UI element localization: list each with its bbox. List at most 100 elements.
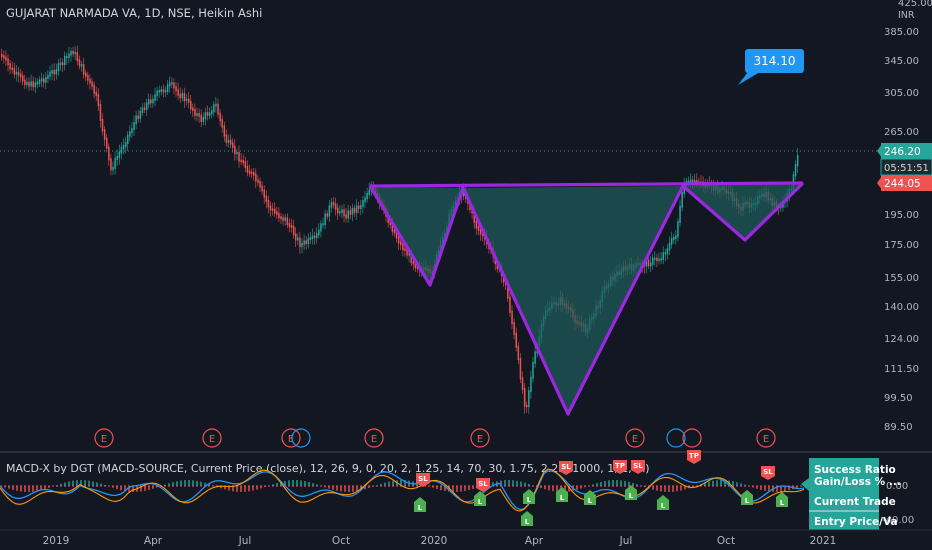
price-tick: 124.00 (884, 334, 919, 345)
stats-entry-price: Entry Price/Va (814, 516, 898, 528)
pattern-right-shoulder-fill (683, 183, 803, 240)
svg-text:L: L (478, 498, 483, 506)
head-and-shoulders-pattern[interactable] (368, 181, 805, 416)
time-tick: 2019 (43, 535, 70, 547)
svg-text:SL: SL (478, 480, 488, 488)
trade-signals: L SL L SL L L SL L TP SL L L TP L SL L L (414, 450, 788, 526)
earnings-marker (625, 428, 645, 448)
stats-success-ratio: Success Ratio (814, 464, 896, 476)
stats-gain-loss: Gain/Loss % ... (814, 476, 901, 488)
earnings-marker (281, 428, 301, 448)
svg-text:TP: TP (689, 452, 699, 460)
time-tick: 2020 (421, 535, 448, 547)
long-signal: L (625, 485, 637, 500)
pattern-neckline (369, 181, 804, 188)
svg-text:L: L (745, 497, 750, 505)
level-badge: 244.05 (877, 175, 932, 191)
svg-text:TP: TP (615, 462, 625, 470)
earnings-label: E (288, 434, 294, 445)
pattern-head-fill (463, 186, 683, 414)
svg-text:L: L (418, 504, 423, 512)
indicator-tick-neg40: -40.00 (882, 515, 914, 526)
countdown-badge: 05:51:51 (880, 158, 932, 176)
earnings-marker (364, 428, 384, 448)
price-tick: 111.50 (884, 364, 919, 375)
pattern-outline (368, 181, 805, 416)
svg-text:L: L (560, 494, 565, 502)
time-tick: Oct (717, 535, 735, 547)
svg-text:SL: SL (418, 475, 428, 483)
long-signal: L (584, 490, 596, 505)
svg-text:L: L (629, 492, 634, 500)
earnings-marker (470, 428, 490, 448)
stop-loss-signal: SL (476, 478, 490, 492)
time-axis[interactable]: 2019 Apr Jul Oct 2020 Apr Jul Oct 2021 (43, 535, 837, 547)
take-profit-signal: TP (687, 450, 701, 464)
indicator-title: MACD-X by DGT (MACD-SOURCE, Current Pric… (6, 462, 650, 475)
price-tick: 99.50 (884, 393, 913, 404)
svg-text:L: L (527, 496, 532, 504)
target-callout[interactable]: 314.10 (738, 49, 804, 85)
svg-text:SL: SL (763, 468, 773, 476)
macd-layer (0, 468, 806, 512)
price-tick: 89.50 (884, 422, 913, 433)
current-price-value: 246.20 (884, 146, 921, 158)
chart-title: GUJARAT NARMADA VA, 1D, NSE, Heikin Ashi (6, 6, 262, 20)
time-tick: Apr (525, 535, 544, 547)
indicator-tick-zero: 0.00 (886, 481, 908, 492)
price-tick-top: 425.00 (898, 0, 932, 9)
svg-text:SL: SL (561, 463, 571, 471)
price-tick: 305.00 (884, 88, 919, 99)
time-tick: Apr (144, 535, 163, 547)
stop-loss-signal: SL (559, 461, 573, 475)
long-signal: L (657, 495, 669, 510)
current-price-badge: 246.20 (877, 143, 932, 159)
stats-panel: Success Ratio Gain/Loss % ... Current Tr… (801, 458, 901, 530)
time-tick: 2021 (810, 535, 837, 547)
earnings-marker (756, 428, 776, 448)
stop-loss-signal: SL (416, 473, 430, 487)
earnings-label: E (209, 434, 215, 445)
stop-loss-signal: SL (631, 460, 645, 474)
time-tick: Oct (332, 535, 350, 547)
price-tick: 385.00 (884, 27, 919, 38)
long-signal: L (523, 489, 535, 504)
earnings-marker (682, 428, 702, 448)
time-tick: Jul (619, 535, 633, 547)
price-tick: 155.00 (884, 273, 919, 284)
dividend-marker (291, 428, 311, 448)
earnings-label: E (371, 434, 377, 445)
earnings-label: E (763, 434, 769, 445)
earnings-marker (202, 428, 222, 448)
long-signal: L (741, 490, 753, 505)
target-price-label: 314.10 (754, 54, 796, 68)
dividend-marker (666, 428, 686, 448)
price-tick: 195.00 (884, 210, 919, 221)
long-signal: L (474, 491, 486, 506)
currency-label: INR (898, 10, 915, 21)
long-signal: L (521, 511, 533, 526)
svg-text:L: L (588, 497, 593, 505)
earnings-label: E (477, 434, 483, 445)
price-axis[interactable]: 385.00 345.00 305.00 265.00 195.00 175.00 155.… (884, 27, 919, 433)
price-tick: 345.00 (884, 56, 919, 67)
level-value: 244.05 (884, 178, 921, 190)
take-profit-signal: TP (613, 460, 627, 474)
earnings-marker (94, 428, 114, 448)
price-tick: 265.00 (884, 127, 919, 138)
countdown-value: 05:51:51 (884, 163, 929, 174)
svg-text:L: L (661, 502, 666, 510)
svg-text:SL: SL (633, 462, 643, 470)
stats-current-trade: Current Trade (814, 496, 896, 508)
stop-loss-signal: SL (761, 466, 775, 480)
price-tick: 140.00 (884, 302, 919, 313)
long-signal: L (414, 497, 426, 512)
svg-text:L: L (525, 518, 530, 526)
price-tick: 175.00 (884, 240, 919, 251)
svg-text:L: L (780, 499, 785, 507)
earnings-label: E (101, 434, 107, 445)
earnings-label: E (632, 434, 638, 445)
